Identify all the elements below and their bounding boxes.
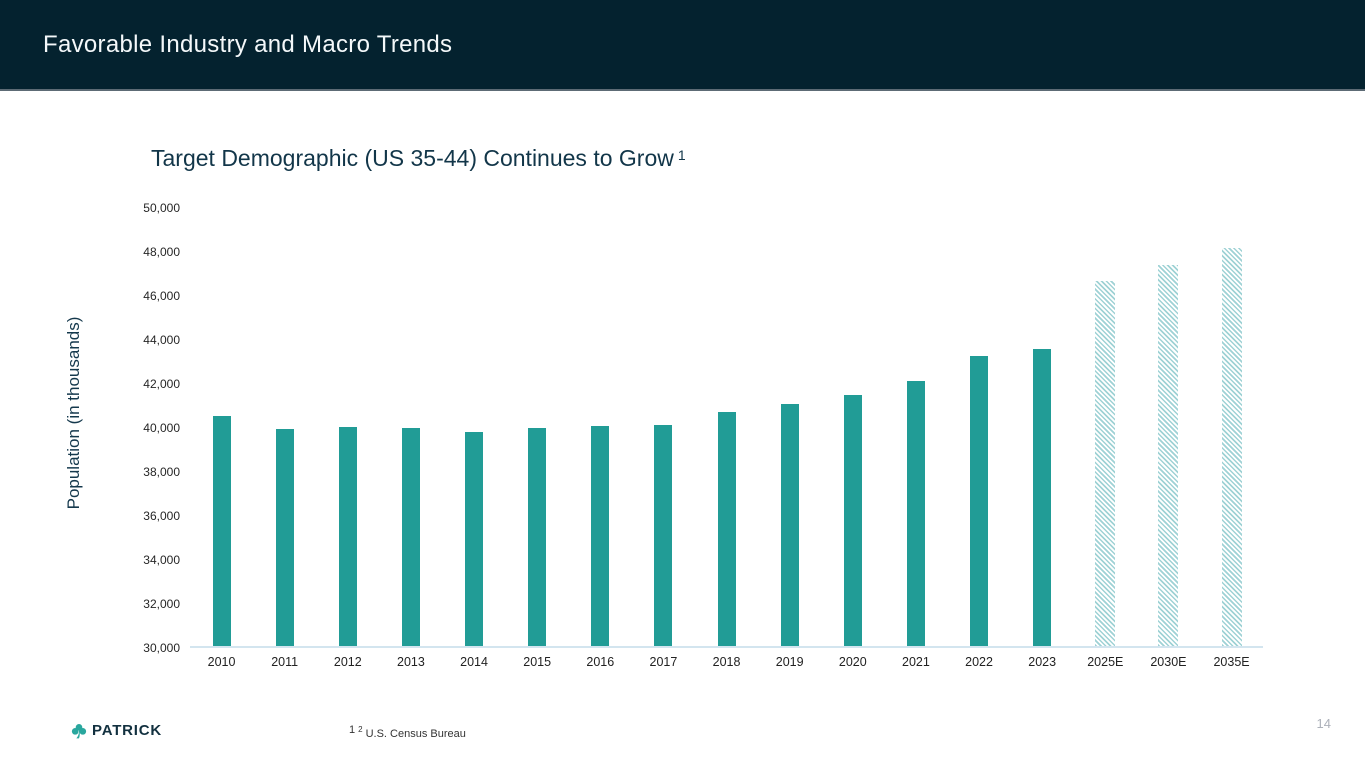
company-logo: PATRICK: [71, 722, 162, 739]
y-tick-40000: 40,000: [143, 421, 180, 435]
footnote-superscript-1: 1: [349, 724, 356, 736]
y-tick-34000: 34,000: [143, 553, 180, 567]
page-number: 14: [1316, 716, 1331, 731]
estimate-bar-2025E: [1095, 280, 1116, 646]
y-tick-42000: 42,000: [143, 377, 180, 391]
x-tick-2012: 2012: [333, 655, 362, 669]
bar-2014: [465, 431, 484, 646]
bar-slot-2023: [1011, 208, 1074, 646]
bar-slot-2015: [506, 208, 569, 646]
x-tick-2019: 2019: [775, 655, 804, 669]
x-axis-tick-labels: 2010 2011 2012 2013 2014 2015 2016 2017 2018 2019…: [190, 655, 1263, 669]
bar-2022: [970, 355, 989, 646]
bar-2021: [906, 380, 925, 646]
footnote-superscript-2: 2: [358, 725, 363, 734]
bar-slot-2012: [316, 208, 379, 646]
x-tick-2030E: 2030E: [1150, 655, 1187, 669]
bar-2016: [591, 426, 610, 646]
source-footnote: 1 2 U.S. Census Bureau: [349, 724, 466, 740]
bar-slot-2025E: [1074, 208, 1137, 646]
bar-slot-2021: [884, 208, 947, 646]
bar-2018: [717, 411, 736, 646]
bar-slot-2035E: [1200, 208, 1263, 646]
bar-2023: [1033, 349, 1052, 646]
y-tick-30000: 30,000: [143, 641, 180, 655]
x-tick-2035E: 2035E: [1213, 655, 1250, 669]
bar-2012: [338, 427, 357, 646]
y-tick-32000: 32,000: [143, 597, 180, 611]
x-tick-2022: 2022: [965, 655, 993, 669]
bar-slot-2011: [253, 208, 316, 646]
bar-slot-2020: [821, 208, 884, 646]
slide-title: Favorable Industry and Macro Trends: [43, 30, 453, 58]
y-axis-title: Population (in thousands): [64, 316, 83, 510]
y-tick-48000: 48,000: [143, 245, 180, 259]
y-tick-50000: 50,000: [143, 201, 180, 215]
bar-slot-2018: [695, 208, 758, 646]
bar-slot-2019: [758, 208, 821, 646]
x-tick-2023: 2023: [1028, 655, 1057, 669]
x-tick-2015: 2015: [523, 655, 552, 669]
shamrock-icon: [71, 723, 87, 738]
bar-slot-2017: [632, 208, 695, 646]
bar-2020: [843, 395, 862, 646]
x-tick-2021: 2021: [902, 655, 930, 669]
bar-slot-2022: [948, 208, 1011, 646]
x-tick-2010: 2010: [207, 655, 236, 669]
x-tick-2017: 2017: [649, 655, 678, 669]
bar-slot-2014: [443, 208, 506, 646]
bar-slot-2016: [569, 208, 632, 646]
chart-title-text: Target Demographic (US 35-44) Continues …: [151, 145, 674, 171]
bar-2015: [528, 428, 547, 646]
bar-2013: [401, 428, 420, 646]
y-tick-36000: 36,000: [143, 509, 180, 523]
estimate-bar-2030E: [1158, 265, 1179, 646]
y-tick-38000: 38,000: [143, 465, 180, 479]
x-tick-2025E: 2025E: [1087, 655, 1124, 669]
footnote-text: U.S. Census Bureau: [365, 728, 466, 740]
y-tick-44000: 44,000: [143, 333, 180, 347]
x-tick-2016: 2016: [586, 655, 615, 669]
estimate-bar-2035E: [1221, 247, 1242, 646]
y-tick-46000: 46,000: [143, 289, 180, 303]
bar-2010: [212, 416, 231, 646]
slide-header: Favorable Industry and Macro Trends: [0, 0, 1365, 91]
chart-title: Target Demographic (US 35-44) Continues …: [151, 145, 686, 172]
bar-slot-2030E: [1137, 208, 1200, 646]
x-tick-2018: 2018: [712, 655, 741, 669]
x-tick-2014: 2014: [460, 655, 488, 669]
chart-title-superscript: 1: [677, 147, 686, 163]
x-tick-2013: 2013: [397, 655, 425, 669]
y-axis-tick-labels: 50,000 48,000 46,000 44,000 42,000 40,000 38,0…: [90, 201, 180, 655]
x-tick-2020: 2020: [838, 655, 867, 669]
bar-slot-2010: [190, 208, 253, 646]
bar-2011: [275, 429, 294, 646]
x-tick-2011: 2011: [271, 655, 299, 669]
plot-area: [190, 208, 1263, 648]
bar-slot-2013: [379, 208, 442, 646]
bar-2017: [654, 424, 673, 646]
bar-2019: [780, 404, 799, 646]
logo-text: PATRICK: [92, 722, 163, 739]
